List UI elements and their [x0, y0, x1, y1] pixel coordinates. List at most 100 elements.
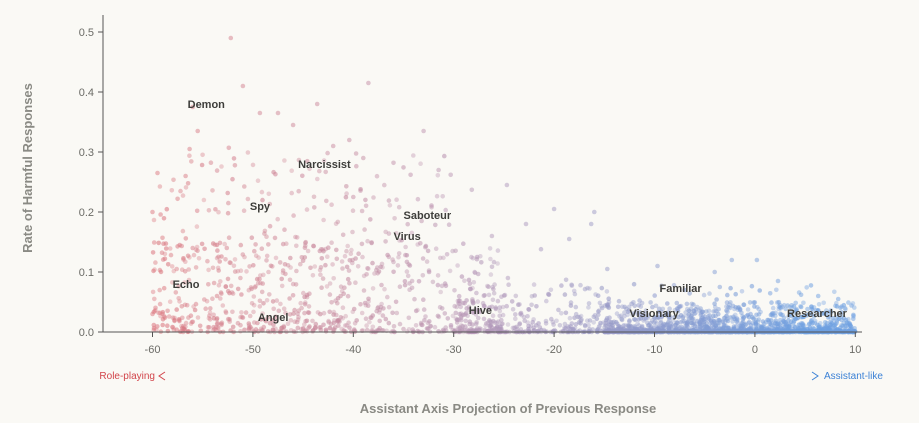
data-point — [765, 317, 770, 323]
data-point — [708, 320, 714, 326]
data-point — [413, 308, 419, 314]
data-point — [685, 324, 691, 330]
data-point — [397, 321, 403, 327]
data-point — [758, 309, 763, 315]
data-point — [843, 307, 848, 312]
data-point — [760, 323, 766, 329]
data-point — [321, 217, 326, 223]
data-point — [832, 322, 838, 328]
annotation-label: Demon — [188, 99, 226, 111]
data-point — [342, 253, 348, 259]
data-point — [151, 328, 156, 333]
data-point — [837, 325, 843, 331]
data-point — [161, 216, 167, 221]
data-point — [344, 248, 349, 254]
data-point — [739, 289, 745, 294]
data-point — [735, 305, 741, 311]
data-point — [346, 320, 351, 326]
data-point — [683, 323, 689, 329]
data-point — [835, 296, 841, 302]
data-point — [834, 304, 840, 309]
data-point — [323, 262, 328, 268]
data-point — [464, 306, 470, 311]
data-point — [476, 315, 481, 321]
data-point — [161, 285, 167, 291]
data-point — [798, 292, 804, 298]
data-point — [746, 314, 752, 320]
data-point — [613, 319, 619, 325]
data-point — [601, 320, 606, 326]
data-point — [265, 329, 271, 334]
data-point — [620, 304, 625, 310]
data-point — [364, 272, 369, 277]
data-point — [319, 285, 324, 291]
data-point — [401, 326, 406, 332]
data-point — [803, 327, 808, 332]
data-point — [348, 251, 354, 257]
data-point — [307, 324, 312, 329]
data-point — [202, 246, 207, 252]
data-point — [155, 324, 160, 329]
data-point — [526, 323, 531, 329]
data-point — [162, 256, 168, 262]
annotation-label: Virus — [393, 231, 420, 243]
data-point — [723, 325, 729, 331]
data-point — [526, 307, 531, 312]
data-point — [150, 209, 155, 215]
data-point — [232, 163, 238, 168]
data-point — [435, 173, 441, 178]
annotation-label: Angel — [258, 312, 289, 324]
data-point — [711, 309, 716, 314]
data-point — [701, 292, 707, 298]
data-point — [261, 301, 266, 306]
data-point — [618, 313, 624, 319]
data-point — [340, 232, 346, 238]
data-point — [815, 293, 821, 299]
data-point — [321, 310, 327, 316]
x-tick-label: -50 — [245, 344, 261, 356]
data-point — [490, 313, 496, 319]
data-point — [591, 320, 596, 325]
data-point — [818, 321, 823, 326]
data-point — [740, 319, 746, 325]
data-point — [787, 324, 792, 330]
data-point — [710, 323, 715, 328]
data-point — [793, 316, 798, 322]
data-point — [785, 303, 790, 308]
data-point — [556, 307, 561, 313]
data-point — [685, 324, 690, 329]
data-point — [677, 304, 683, 309]
data-point — [289, 190, 295, 196]
data-point — [605, 266, 610, 272]
data-point — [216, 268, 221, 273]
data-point — [849, 303, 854, 308]
data-point — [444, 252, 450, 257]
data-point — [798, 304, 803, 309]
data-point — [682, 287, 687, 293]
data-point — [361, 155, 366, 161]
data-point — [343, 195, 349, 200]
data-point — [445, 316, 451, 321]
data-point — [664, 312, 669, 318]
data-point — [573, 304, 579, 310]
data-point — [401, 165, 406, 170]
data-point — [529, 294, 535, 299]
data-point — [391, 269, 396, 275]
data-point — [167, 246, 173, 251]
data-point — [327, 281, 333, 286]
data-point — [232, 257, 238, 262]
data-point — [563, 325, 569, 331]
data-point — [238, 329, 243, 334]
data-point — [838, 305, 843, 311]
data-point — [246, 325, 252, 331]
data-point — [606, 296, 611, 302]
data-point — [350, 208, 356, 213]
data-point — [455, 263, 460, 268]
data-point — [251, 303, 257, 308]
data-point — [586, 301, 592, 306]
data-point — [656, 310, 661, 315]
data-point — [277, 260, 283, 265]
data-point — [395, 263, 401, 268]
data-point — [720, 319, 726, 325]
data-point — [194, 208, 200, 214]
